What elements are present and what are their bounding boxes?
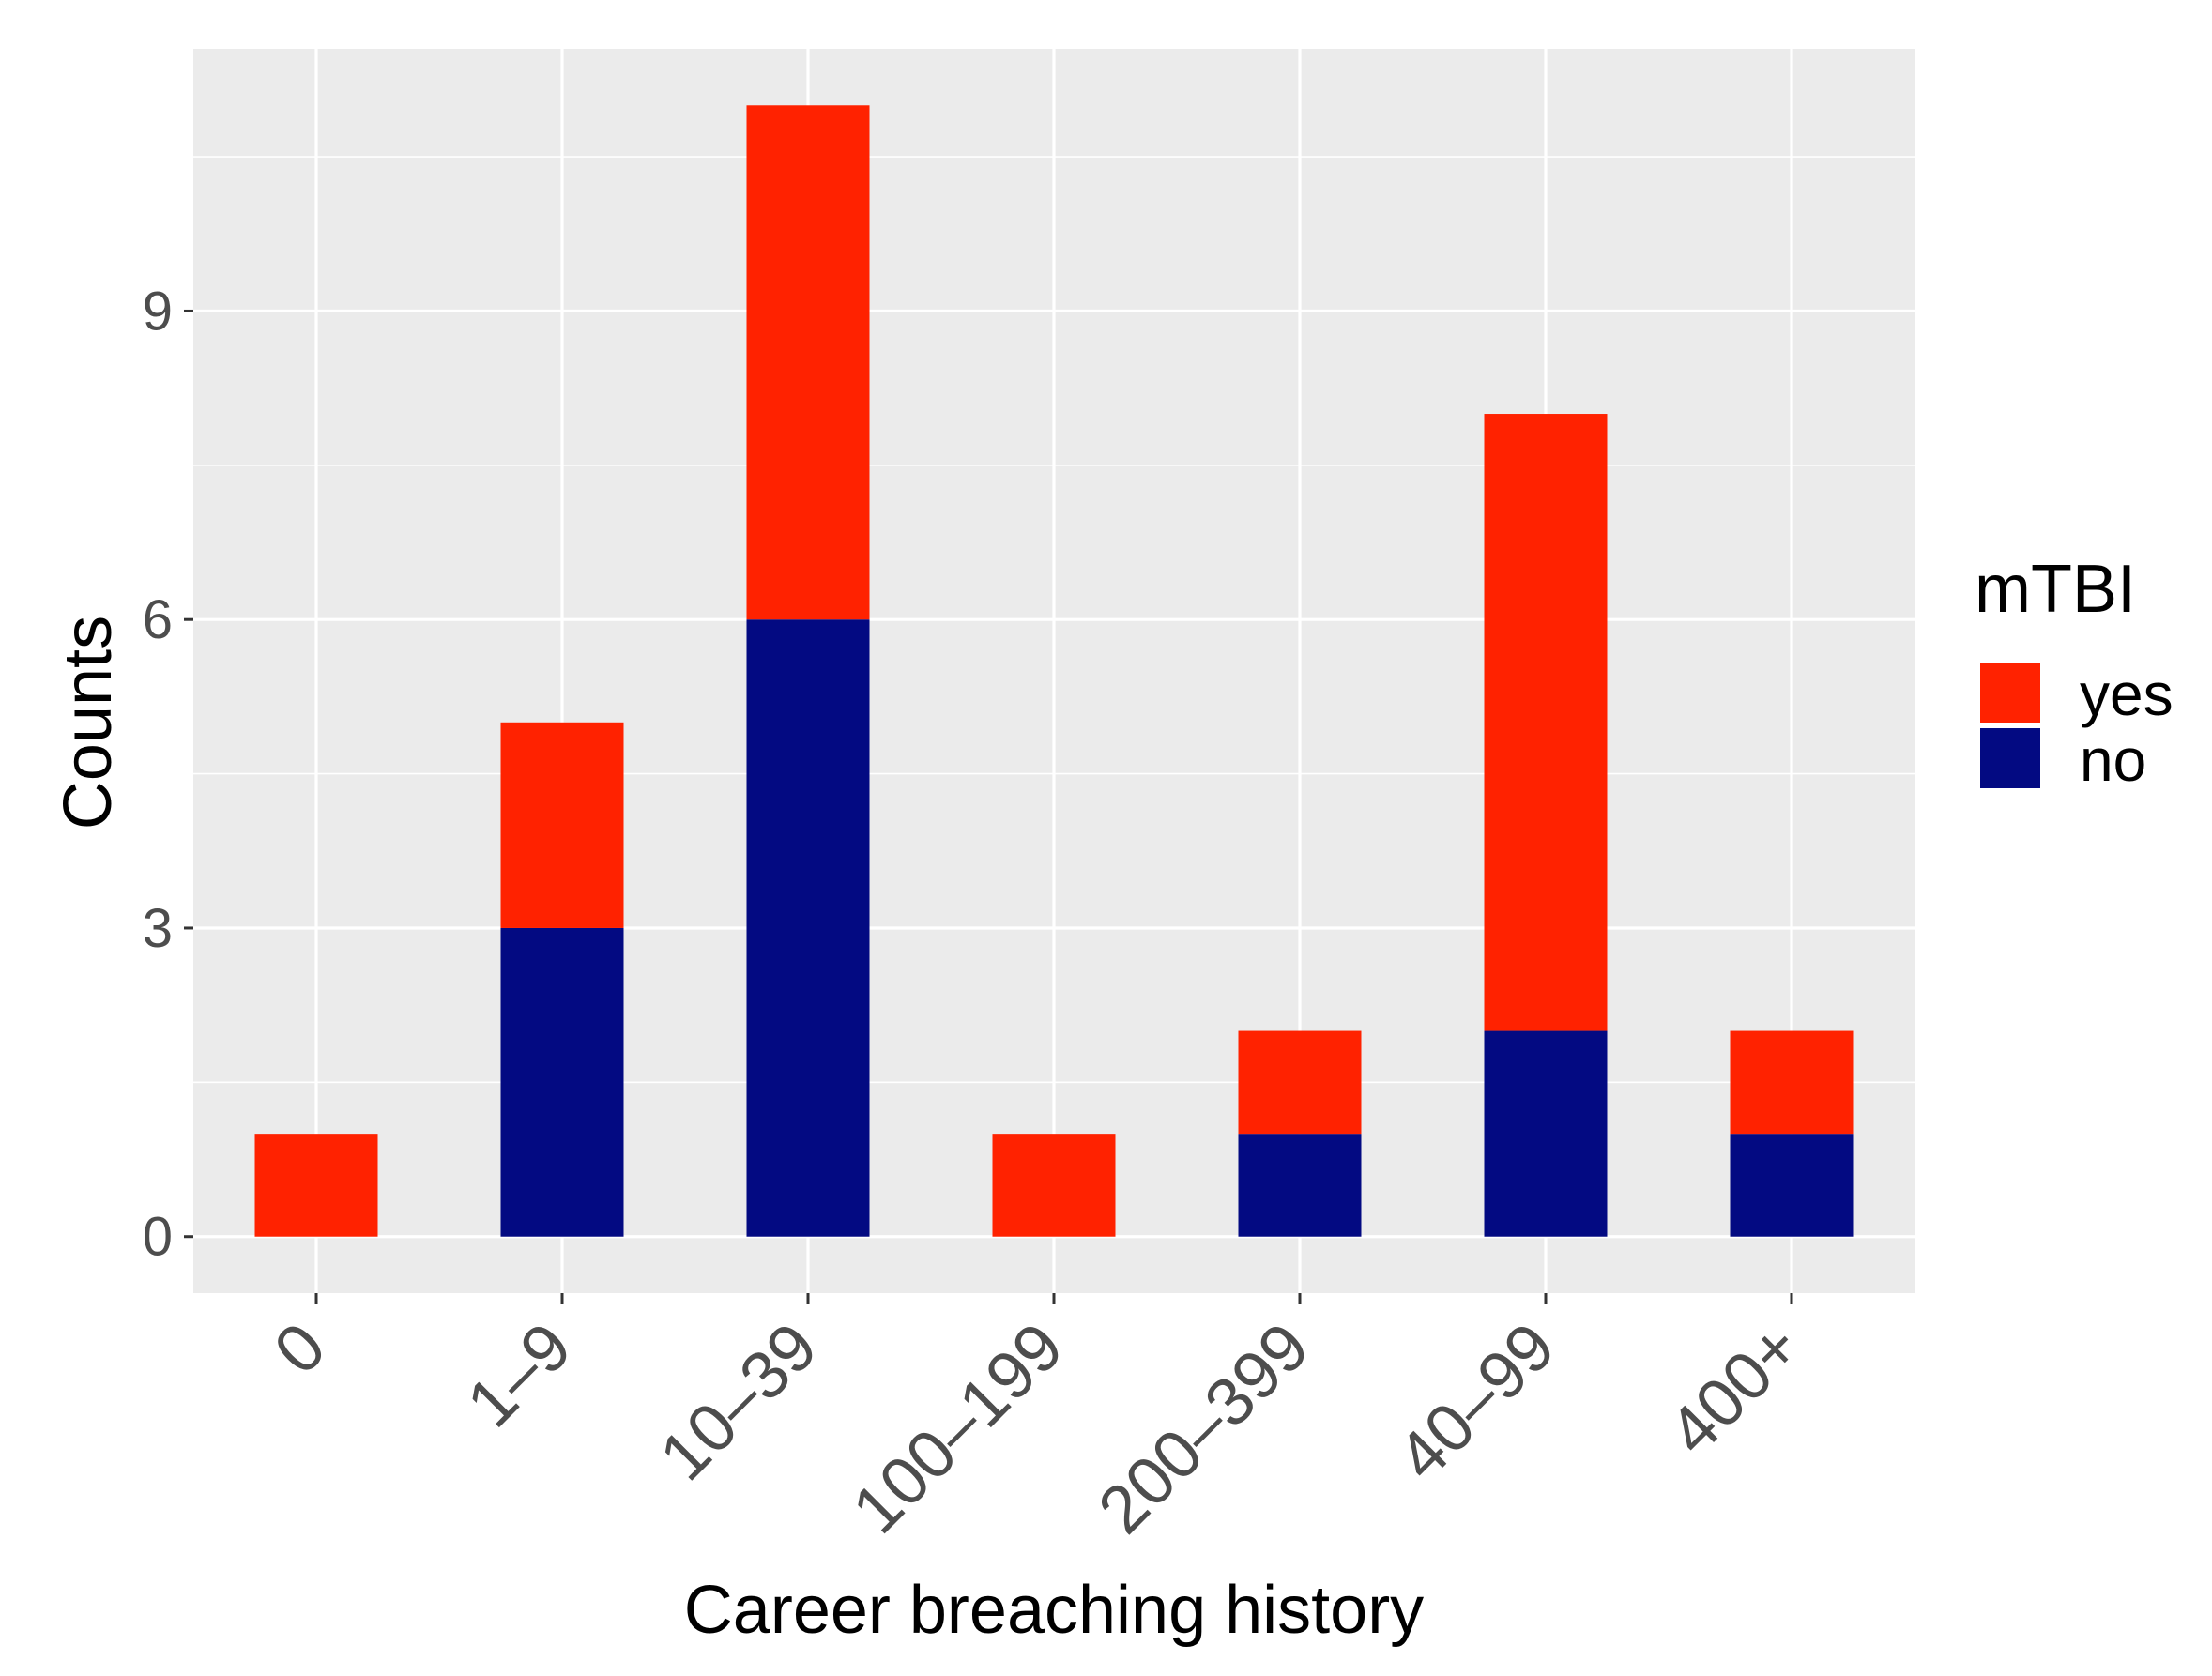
bar-segment-no [1484,1030,1608,1237]
bar-segment-yes [1238,1030,1362,1135]
bar-segment-yes [500,722,624,928]
legend-title: mTBI [1975,552,2136,627]
legend-label-yes: yes [2080,661,2174,728]
bar-segment-no [746,619,870,1237]
bar-segment-yes [992,1134,1116,1237]
bar-segment-no [500,927,624,1237]
bars [254,105,1854,1237]
legend-key-yes [1980,663,2040,723]
y-axis-title: Counts [51,616,126,830]
bar-segment-yes [746,105,870,620]
legend: mTBI yes no [1975,552,2174,794]
legend-key-no [1980,728,2040,788]
x-axis-title: Career breaching history [684,1573,1424,1648]
bar-segment-yes [1730,1030,1854,1135]
y-tick-label: 3 [143,898,173,959]
legend-label-no: no [2080,726,2146,794]
y-tick-label: 9 [143,281,173,342]
y-tick-label: 6 [143,589,173,650]
y-tick-label: 0 [143,1207,173,1268]
bar-segment-yes [1484,414,1608,1031]
bar-segment-no [1238,1134,1362,1237]
bar-segment-no [1730,1134,1854,1237]
bar-segment-yes [254,1134,378,1237]
